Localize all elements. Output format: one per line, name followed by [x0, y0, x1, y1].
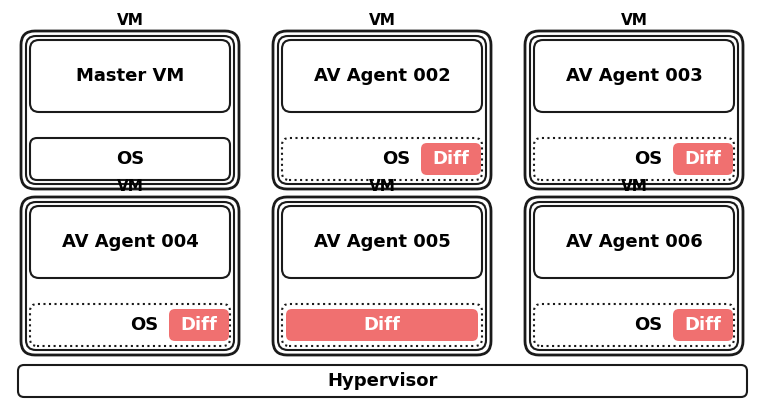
FancyBboxPatch shape — [421, 143, 481, 175]
FancyBboxPatch shape — [534, 206, 734, 278]
FancyBboxPatch shape — [30, 138, 230, 180]
Text: AV Agent 002: AV Agent 002 — [314, 67, 451, 85]
FancyBboxPatch shape — [169, 309, 229, 341]
Text: AV Agent 006: AV Agent 006 — [565, 233, 702, 251]
Text: Diff: Diff — [432, 150, 470, 168]
FancyBboxPatch shape — [534, 40, 734, 112]
FancyBboxPatch shape — [530, 202, 738, 350]
FancyBboxPatch shape — [530, 36, 738, 184]
FancyBboxPatch shape — [282, 40, 482, 112]
FancyBboxPatch shape — [26, 36, 234, 184]
Text: OS: OS — [130, 316, 158, 334]
FancyBboxPatch shape — [286, 309, 478, 341]
FancyBboxPatch shape — [30, 206, 230, 278]
Text: AV Agent 003: AV Agent 003 — [565, 67, 702, 85]
Text: VM: VM — [620, 13, 647, 28]
FancyBboxPatch shape — [278, 36, 486, 184]
FancyBboxPatch shape — [673, 309, 733, 341]
FancyBboxPatch shape — [525, 31, 743, 189]
FancyBboxPatch shape — [273, 197, 491, 355]
Text: OS: OS — [116, 150, 144, 168]
FancyBboxPatch shape — [282, 304, 482, 346]
Text: AV Agent 005: AV Agent 005 — [314, 233, 451, 251]
FancyBboxPatch shape — [278, 202, 486, 350]
Text: Diff: Diff — [181, 316, 217, 334]
FancyBboxPatch shape — [534, 304, 734, 346]
FancyBboxPatch shape — [282, 206, 482, 278]
Text: VM: VM — [369, 13, 396, 28]
Text: Diff: Diff — [363, 316, 400, 334]
Text: OS: OS — [382, 150, 410, 168]
FancyBboxPatch shape — [18, 365, 747, 397]
FancyBboxPatch shape — [30, 304, 230, 346]
FancyBboxPatch shape — [30, 40, 230, 112]
FancyBboxPatch shape — [282, 138, 482, 180]
Text: OS: OS — [633, 316, 662, 334]
Text: VM: VM — [369, 179, 396, 194]
FancyBboxPatch shape — [273, 31, 491, 189]
Text: AV Agent 004: AV Agent 004 — [62, 233, 198, 251]
Text: Hypervisor: Hypervisor — [327, 372, 438, 390]
Text: Diff: Diff — [685, 316, 721, 334]
Text: VM: VM — [116, 13, 143, 28]
FancyBboxPatch shape — [534, 138, 734, 180]
FancyBboxPatch shape — [26, 202, 234, 350]
Text: OS: OS — [633, 150, 662, 168]
FancyBboxPatch shape — [525, 197, 743, 355]
Text: Master VM: Master VM — [76, 67, 184, 85]
Text: VM: VM — [620, 179, 647, 194]
FancyBboxPatch shape — [21, 197, 239, 355]
Text: VM: VM — [116, 179, 143, 194]
Text: Diff: Diff — [685, 150, 721, 168]
FancyBboxPatch shape — [673, 143, 733, 175]
FancyBboxPatch shape — [21, 31, 239, 189]
